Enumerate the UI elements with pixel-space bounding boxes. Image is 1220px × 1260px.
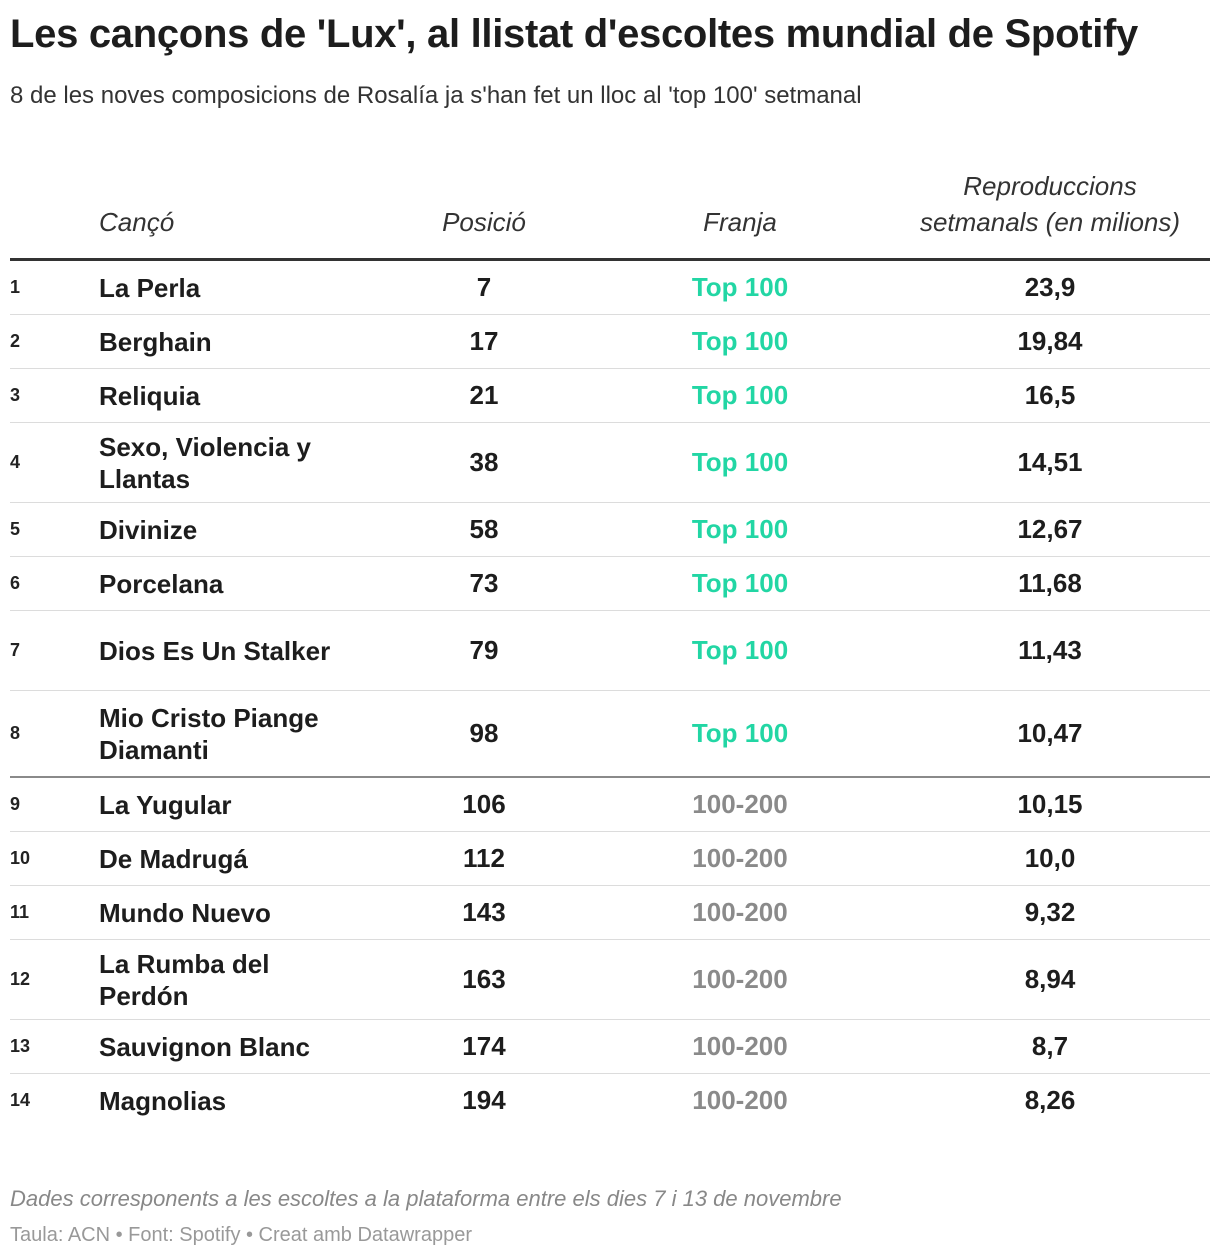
song-cell: Dios Es Un Stalker	[99, 635, 331, 666]
column-header-streams[interactable]: Reproduccions setmanals (en milions)	[890, 168, 1210, 240]
position-cell: 163	[462, 964, 506, 994]
source-credit: Taula: ACN • Font: Spotify • Creat amb D…	[10, 1224, 472, 1246]
song-cell: Sauvignon Blanc	[99, 1031, 310, 1062]
song-cell: Sexo, Violencia y Llantas	[99, 431, 311, 494]
band-cell: Top 100	[691, 326, 789, 356]
song-cell: La Yugular	[99, 789, 232, 820]
song-cell: Mundo Nuevo	[99, 897, 271, 928]
table-row: 6 Porcelana 73 Top 100 11,68	[10, 557, 1210, 611]
streams-cell: 12,67	[1017, 514, 1083, 544]
position-cell: 194	[462, 1085, 506, 1115]
table-row: 3 Reliquia 21 Top 100 16,5	[10, 369, 1210, 423]
streams-cell: 14,51	[1017, 447, 1083, 477]
column-header-streams-line1: Reproduccions	[963, 171, 1137, 201]
song-cell: La Perla	[99, 272, 201, 303]
rank-cell: 9	[10, 794, 21, 814]
chart-title: Les cançons de 'Lux', al llistat d'escol…	[10, 12, 1139, 56]
band-cell: Top 100	[691, 272, 789, 302]
streams-cell: 11,68	[1018, 568, 1082, 598]
song-cell: Divinize	[99, 514, 198, 545]
streams-cell: 10,15	[1017, 789, 1083, 819]
song-cell: De Madrugá	[99, 843, 248, 874]
band-cell: Top 100	[691, 568, 789, 598]
band-cell: Top 100	[691, 447, 789, 477]
band-cell: Top 100	[691, 635, 789, 665]
streams-cell: 8,26	[1024, 1085, 1076, 1115]
table-body: 1 La Perla 7 Top 100 23,9 2 Berghain 17 Top 100 1…	[10, 261, 1210, 1127]
band-cell: 100-200	[692, 789, 788, 819]
streams-cell: 19,84	[1017, 326, 1083, 356]
position-cell: 79	[469, 635, 499, 665]
rank-cell: 10	[10, 848, 31, 868]
band-cell: Top 100	[691, 380, 789, 410]
table-row: 4 Sexo, Violencia y Llantas 38 Top 100 14,51	[10, 423, 1210, 503]
rank-cell: 2	[10, 331, 21, 351]
streams-cell: 8,94	[1024, 964, 1076, 994]
rank-cell: 5	[10, 519, 21, 539]
column-header-band[interactable]: Franja	[703, 207, 777, 237]
position-cell: 73	[469, 568, 499, 598]
column-header-song[interactable]: Cançó	[99, 207, 175, 237]
position-cell: 106	[462, 789, 506, 819]
song-cell: La Rumba del Perdón	[99, 948, 270, 1011]
band-cell: 100-200	[692, 964, 788, 994]
position-cell: 21	[469, 380, 499, 410]
rank-cell: 3	[10, 385, 21, 405]
rank-cell: 4	[10, 452, 21, 472]
song-cell: Berghain	[99, 326, 212, 357]
position-cell: 112	[463, 843, 505, 873]
chart-subtitle: 8 de les noves composicions de Rosalía j…	[10, 82, 862, 109]
streams-cell: 10,0	[1024, 843, 1076, 873]
rank-cell: 6	[10, 573, 21, 593]
band-cell: 100-200	[692, 1085, 788, 1115]
song-cell: Magnolias	[99, 1085, 227, 1116]
song-cell: Mio Cristo Piange Diamanti	[99, 702, 319, 765]
streams-cell: 11,43	[1018, 635, 1082, 665]
band-cell: 100-200	[692, 843, 788, 873]
rank-cell: 12	[10, 969, 31, 989]
table-row: 14 Magnolias 194 100-200 8,26	[10, 1074, 1210, 1127]
streams-cell: 10,47	[1017, 718, 1083, 748]
column-header-streams-line2: setmanals (en milions)	[919, 207, 1181, 237]
table-row: 12 La Rumba del Perdón 163 100-200 8,94	[10, 940, 1210, 1020]
streams-cell: 23,9	[1024, 272, 1076, 302]
rank-cell: 7	[10, 640, 21, 660]
streams-cell: 16,5	[1024, 380, 1076, 410]
position-cell: 174	[462, 1031, 506, 1061]
table-row: 7 Dios Es Un Stalker 79 Top 100 11,43	[10, 611, 1210, 691]
position-cell: 38	[469, 447, 499, 477]
streams-table: Cançó Posició Franja Reproduccions setma…	[10, 160, 1210, 1127]
table-row: 5 Divinize 58 Top 100 12,67	[10, 503, 1210, 557]
band-cell: 100-200	[692, 897, 788, 927]
table-row: 2 Berghain 17 Top 100 19,84	[10, 315, 1210, 369]
table-row: 1 La Perla 7 Top 100 23,9	[10, 261, 1210, 315]
position-cell: 58	[469, 514, 499, 544]
position-cell: 98	[469, 718, 499, 748]
rank-cell: 14	[10, 1090, 31, 1110]
rank-cell: 8	[10, 723, 21, 743]
rank-cell: 13	[10, 1036, 31, 1056]
table-row: 9 La Yugular 106 100-200 10,15	[10, 778, 1210, 832]
streams-cell: 8,7	[1031, 1031, 1069, 1061]
footnote: Dades corresponents a les escoltes a la …	[10, 1186, 842, 1211]
table-header: Cançó Posició Franja Reproduccions setma…	[10, 160, 1210, 261]
table-row: 8 Mio Cristo Piange Diamanti 98 Top 100 10,4…	[10, 691, 1210, 778]
band-cell: 100-200	[692, 1031, 788, 1061]
song-cell: Reliquia	[99, 380, 201, 411]
rank-cell: 1	[10, 277, 21, 297]
position-cell: 7	[476, 272, 492, 302]
table-row: 11 Mundo Nuevo 143 100-200 9,32	[10, 886, 1210, 940]
column-header-position[interactable]: Posició	[442, 207, 526, 237]
position-cell: 17	[469, 326, 499, 356]
song-cell: Porcelana	[99, 568, 224, 599]
rank-cell: 11	[10, 902, 30, 922]
position-cell: 143	[462, 897, 506, 927]
table-row: 10 De Madrugá 112 100-200 10,0	[10, 832, 1210, 886]
band-cell: Top 100	[691, 514, 789, 544]
band-cell: Top 100	[691, 718, 789, 748]
streams-cell: 9,32	[1024, 897, 1076, 927]
table-row: 13 Sauvignon Blanc 174 100-200 8,7	[10, 1020, 1210, 1074]
